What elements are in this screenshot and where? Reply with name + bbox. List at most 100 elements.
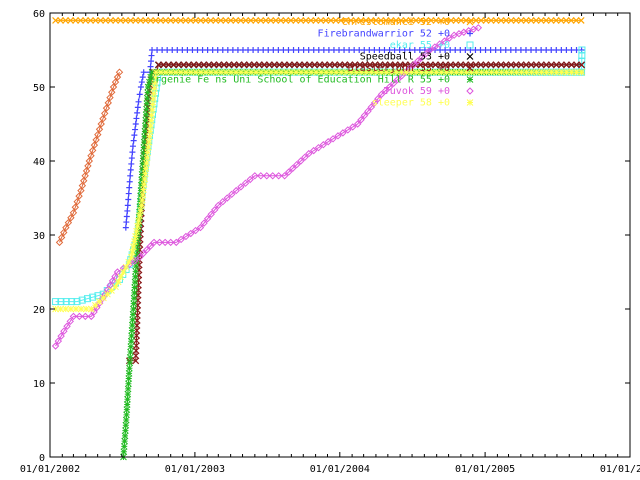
point bbox=[381, 47, 388, 53]
point bbox=[140, 69, 147, 76]
point bbox=[129, 149, 136, 156]
point bbox=[147, 122, 154, 130]
point bbox=[187, 16, 195, 24]
point bbox=[232, 186, 240, 195]
series-line bbox=[59, 72, 120, 243]
point bbox=[396, 61, 404, 69]
point bbox=[437, 61, 445, 69]
point bbox=[155, 61, 163, 69]
point bbox=[109, 83, 118, 91]
point bbox=[144, 149, 152, 156]
point bbox=[250, 47, 257, 53]
point bbox=[141, 170, 149, 178]
point bbox=[255, 47, 262, 53]
point bbox=[132, 16, 140, 24]
point bbox=[281, 61, 289, 69]
point bbox=[349, 123, 357, 131]
point bbox=[563, 68, 570, 76]
point bbox=[87, 305, 95, 313]
point bbox=[245, 61, 253, 69]
point bbox=[277, 68, 285, 76]
point bbox=[87, 16, 95, 24]
point bbox=[237, 183, 245, 191]
point bbox=[468, 68, 475, 76]
point bbox=[472, 61, 480, 69]
point bbox=[432, 16, 440, 24]
point bbox=[458, 68, 465, 76]
point bbox=[280, 47, 287, 53]
point bbox=[227, 16, 235, 24]
point bbox=[129, 248, 136, 256]
y-tick-label: 60 bbox=[33, 9, 45, 20]
point bbox=[507, 47, 514, 53]
point bbox=[126, 364, 133, 372]
point bbox=[71, 203, 80, 211]
point bbox=[517, 16, 525, 24]
point bbox=[63, 322, 71, 330]
point bbox=[452, 47, 459, 53]
point bbox=[127, 348, 134, 356]
point bbox=[573, 61, 580, 69]
point bbox=[452, 61, 460, 69]
point bbox=[336, 47, 343, 53]
point bbox=[477, 47, 484, 53]
point bbox=[417, 68, 425, 76]
point bbox=[146, 78, 153, 86]
point bbox=[568, 68, 575, 76]
point bbox=[275, 47, 282, 53]
point bbox=[462, 47, 469, 53]
point bbox=[162, 68, 170, 76]
point bbox=[131, 238, 138, 246]
point bbox=[148, 58, 155, 65]
point bbox=[538, 47, 545, 53]
point bbox=[288, 164, 297, 173]
point bbox=[52, 16, 59, 24]
axes: 0 10 20 30 40 50 60 01/01/2002 01/01/2003 01/01/2… bbox=[20, 9, 640, 475]
point bbox=[548, 47, 555, 53]
point bbox=[143, 105, 150, 113]
point bbox=[69, 312, 78, 321]
point bbox=[138, 176, 145, 184]
point bbox=[81, 172, 89, 180]
point bbox=[134, 286, 142, 294]
point bbox=[372, 16, 380, 24]
point bbox=[322, 16, 330, 24]
point bbox=[330, 47, 337, 53]
point bbox=[191, 226, 200, 235]
point bbox=[89, 293, 97, 301]
point bbox=[528, 47, 535, 53]
point bbox=[151, 84, 158, 92]
point bbox=[522, 47, 529, 53]
point bbox=[332, 16, 340, 24]
point bbox=[261, 61, 268, 69]
point bbox=[129, 143, 136, 150]
point bbox=[371, 61, 379, 69]
point bbox=[257, 172, 265, 180]
point bbox=[134, 104, 141, 111]
point bbox=[512, 47, 519, 53]
point bbox=[272, 16, 280, 24]
point bbox=[242, 68, 250, 76]
point bbox=[172, 238, 180, 247]
point bbox=[77, 186, 85, 195]
point bbox=[137, 192, 144, 200]
point bbox=[232, 16, 240, 24]
point bbox=[341, 61, 349, 69]
point bbox=[442, 61, 450, 69]
point bbox=[172, 68, 180, 76]
point bbox=[136, 198, 144, 205]
point bbox=[467, 30, 473, 37]
point bbox=[548, 68, 555, 76]
point bbox=[389, 79, 398, 88]
point bbox=[572, 16, 580, 24]
point bbox=[412, 68, 420, 76]
point bbox=[115, 68, 124, 76]
point bbox=[220, 61, 228, 69]
y-tick-label: 0 bbox=[39, 453, 45, 464]
point bbox=[184, 47, 191, 53]
point bbox=[135, 224, 142, 232]
point bbox=[237, 68, 245, 76]
point bbox=[366, 47, 373, 53]
point bbox=[269, 172, 277, 180]
point bbox=[523, 68, 530, 76]
